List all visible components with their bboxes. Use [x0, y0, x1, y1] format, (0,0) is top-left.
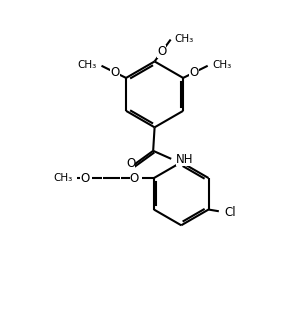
Text: O: O	[157, 45, 166, 58]
Text: O: O	[130, 172, 139, 185]
Text: O: O	[110, 66, 120, 79]
Text: O: O	[80, 172, 89, 185]
Text: Cl: Cl	[224, 207, 236, 219]
Text: CH₃: CH₃	[54, 173, 73, 183]
Text: NH: NH	[175, 153, 193, 166]
Text: CH₃: CH₃	[77, 60, 96, 70]
Text: O: O	[190, 66, 199, 79]
Text: CH₃: CH₃	[174, 34, 193, 43]
Text: O: O	[126, 157, 135, 171]
Text: CH₃: CH₃	[213, 60, 232, 70]
